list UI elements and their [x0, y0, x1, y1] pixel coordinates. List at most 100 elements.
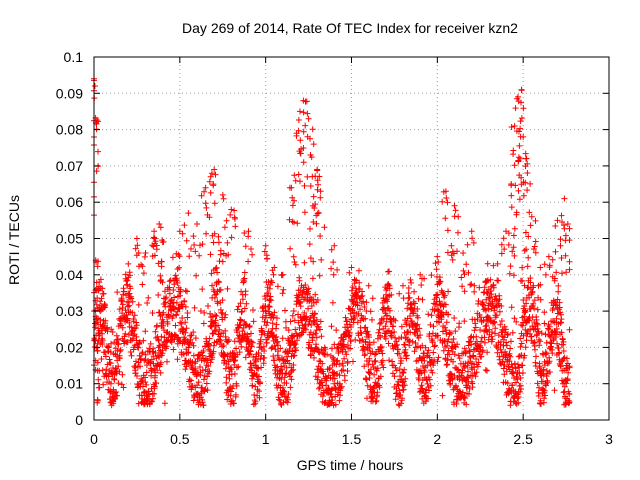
data-point	[192, 365, 199, 372]
data-point	[120, 384, 127, 391]
data-point	[114, 392, 121, 399]
data-point	[300, 159, 307, 166]
data-point	[309, 126, 316, 133]
data-point	[211, 200, 218, 207]
data-point	[245, 337, 252, 344]
data-point	[508, 124, 515, 130]
y-tick-label: 0.01	[56, 376, 83, 392]
data-point	[94, 263, 101, 270]
data-point	[296, 274, 303, 281]
data-point	[462, 395, 469, 402]
data-point	[510, 272, 517, 279]
data-point	[213, 291, 220, 298]
data-point	[543, 339, 550, 346]
data-point	[484, 260, 491, 267]
data-point	[421, 367, 428, 374]
data-point	[470, 239, 477, 246]
data-point	[158, 333, 165, 340]
data-point	[515, 187, 522, 194]
data-point	[103, 325, 110, 332]
data-point	[310, 296, 317, 303]
data-point	[490, 262, 497, 269]
data-point	[336, 397, 343, 404]
data-point	[114, 289, 121, 296]
data-point	[491, 319, 498, 326]
data-point	[133, 322, 140, 329]
data-point	[428, 312, 435, 319]
data-point	[439, 328, 446, 335]
data-point	[563, 269, 570, 276]
data-point	[445, 311, 452, 318]
data-point	[436, 314, 442, 321]
data-point	[499, 333, 506, 340]
data-point	[329, 397, 336, 404]
data-point	[204, 357, 211, 364]
data-point	[94, 367, 101, 374]
data-point	[553, 302, 560, 309]
data-point	[402, 349, 409, 356]
data-point	[402, 341, 408, 348]
data-point	[356, 267, 362, 274]
data-point	[451, 202, 458, 209]
x-tick-label: 1	[262, 431, 270, 447]
data-point	[289, 202, 296, 209]
data-point	[239, 308, 246, 315]
data-point	[566, 237, 573, 244]
data-point	[450, 336, 457, 342]
data-point	[518, 115, 525, 122]
data-point	[358, 312, 365, 319]
data-point	[190, 329, 197, 336]
data-point	[486, 295, 493, 301]
data-point	[338, 383, 345, 390]
data-point	[402, 375, 409, 382]
data-point	[369, 316, 375, 323]
data-point	[460, 250, 467, 256]
data-point	[134, 373, 140, 379]
data-point	[122, 271, 129, 278]
data-point	[264, 332, 271, 339]
data-point	[135, 301, 142, 308]
data-point	[135, 344, 142, 351]
data-point	[524, 263, 531, 270]
data-point	[461, 345, 468, 352]
data-point	[414, 314, 421, 321]
data-point	[443, 319, 450, 326]
data-point	[249, 339, 256, 346]
data-point	[172, 322, 179, 329]
data-point	[310, 141, 317, 148]
data-point	[199, 384, 205, 391]
data-point	[471, 282, 478, 289]
data-point	[414, 306, 421, 312]
data-point	[162, 288, 168, 295]
data-point	[283, 370, 290, 377]
data-point	[228, 366, 235, 373]
data-point	[364, 395, 370, 402]
data-point	[112, 395, 119, 402]
data-point	[151, 390, 158, 397]
data-point	[204, 211, 211, 218]
data-point	[109, 329, 116, 335]
data-point	[119, 324, 126, 331]
data-point	[215, 239, 222, 246]
data-point	[215, 322, 222, 329]
data-point	[547, 343, 554, 350]
y-axis-title: ROTI / TECUs	[6, 195, 22, 285]
data-point	[434, 253, 441, 260]
data-point	[342, 314, 349, 321]
data-point	[108, 380, 114, 387]
data-point	[359, 292, 366, 299]
data-point	[511, 123, 518, 129]
data-point	[309, 337, 316, 344]
data-point	[364, 328, 371, 335]
data-point	[461, 271, 468, 278]
data-point	[380, 315, 387, 322]
data-point	[369, 295, 376, 302]
data-point	[521, 247, 528, 254]
y-tick-label: 0.07	[56, 158, 83, 174]
data-point	[94, 396, 101, 403]
data-point	[102, 353, 109, 360]
data-point	[288, 353, 295, 360]
data-point	[328, 387, 335, 394]
y-tick-label: 0	[75, 412, 83, 428]
